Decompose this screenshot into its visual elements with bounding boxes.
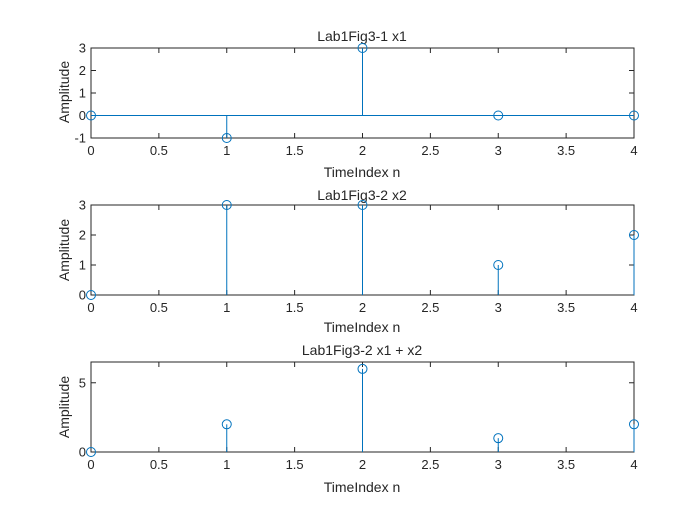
- subplot-x1: Lab1Fig3-1 x1 TimeIndex n Amplitude 0 0.5…: [56, 28, 639, 180]
- x-tick-label: 4: [630, 457, 637, 472]
- stem-marker: [493, 110, 504, 121]
- x-tick-label: 2: [359, 143, 366, 158]
- stem-marker: [493, 433, 504, 444]
- stem-marker: [86, 110, 96, 121]
- y-tick-label: 2: [79, 63, 86, 78]
- stem-marker: [86, 290, 96, 300]
- y-tick-label: 3: [79, 41, 86, 56]
- y-tick-label: 0: [79, 445, 86, 460]
- x-tick-label: 1.5: [286, 143, 304, 158]
- x-tick-label: 3: [495, 143, 502, 158]
- y-axis-label: Amplitude: [56, 219, 72, 281]
- x-tick-label: 0.5: [150, 143, 168, 158]
- subplot-title: Lab1Fig3-1 x1: [317, 28, 407, 44]
- stem-marker: [221, 200, 232, 210]
- stem-marker: [629, 110, 639, 121]
- x-tick-label: 1: [223, 457, 230, 472]
- y-tick-label: 3: [79, 198, 86, 213]
- x-tick-label: 2.5: [421, 143, 439, 158]
- x-tick-label: 2.5: [421, 457, 439, 472]
- x-tick-label: 1: [223, 143, 230, 158]
- y-tick-label: 1: [79, 258, 86, 273]
- x-tick-label: 1: [223, 300, 230, 315]
- x-tick-label: 3.5: [557, 457, 575, 472]
- subplot-x2: Lab1Fig3-2 x2 TimeIndex n Amplitude 0 0.5…: [56, 187, 639, 335]
- subplot-title: Lab1Fig3-2 x2: [317, 187, 407, 203]
- y-tick-label: 0: [79, 288, 86, 303]
- subplot-title: Lab1Fig3-2 x1 + x2: [302, 342, 422, 358]
- x-tick-label: 3.5: [557, 300, 575, 315]
- x-tick-label: 2: [359, 457, 366, 472]
- x-tick-label: 3.5: [557, 143, 575, 158]
- x-tick-label: 3: [495, 300, 502, 315]
- y-tick-label: 5: [79, 375, 86, 390]
- stem-marker: [357, 43, 368, 53]
- x-tick-label: 0: [87, 300, 94, 315]
- stem-marker: [86, 447, 96, 457]
- x-tick-label: 2: [359, 300, 366, 315]
- stem-marker: [493, 260, 504, 270]
- y-axis-label: Amplitude: [56, 61, 72, 123]
- y-axis-label: Amplitude: [56, 376, 72, 438]
- y-tick-label: 2: [79, 228, 86, 243]
- x-tick-label: 4: [630, 143, 637, 158]
- stem-marker: [221, 419, 232, 430]
- y-tick-label: 0: [79, 108, 86, 123]
- x-tick-label: 2.5: [421, 300, 439, 315]
- stem-marker: [629, 419, 639, 430]
- x-axis-label: TimeIndex n: [324, 479, 401, 495]
- stem-marker: [357, 363, 368, 374]
- x-axis-label: TimeIndex n: [324, 164, 401, 180]
- x-tick-label: 4: [630, 300, 637, 315]
- stem-marker: [357, 200, 368, 210]
- x-tick-label: 0: [87, 143, 94, 158]
- x-tick-label: 0: [87, 457, 94, 472]
- x-tick-label: 1.5: [286, 457, 304, 472]
- x-tick-label: 0.5: [150, 457, 168, 472]
- stem-marker: [221, 133, 232, 143]
- stem-marker: [629, 230, 639, 240]
- subplot-x1-plus-x2: Lab1Fig3-2 x1 + x2 TimeIndex n Amplitude…: [56, 342, 639, 495]
- x-tick-label: 1.5: [286, 300, 304, 315]
- y-tick-label: 1: [79, 86, 86, 101]
- x-tick-label: 0.5: [150, 300, 168, 315]
- x-tick-label: 3: [495, 457, 502, 472]
- x-axis-label: TimeIndex n: [324, 319, 401, 335]
- y-tick-label: -1: [74, 131, 86, 146]
